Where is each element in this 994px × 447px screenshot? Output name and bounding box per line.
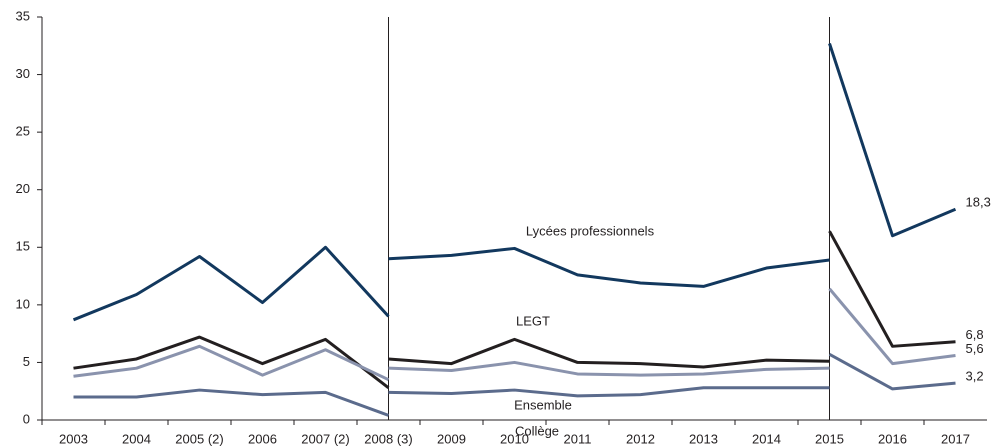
y-tick-label: 10 [16, 296, 30, 311]
y-tick-label: 30 [16, 66, 30, 81]
series-label: Lycées professionnels [526, 223, 655, 238]
series-line [828, 287, 956, 366]
series-line [73, 388, 390, 417]
x-tick-label: 2004 [122, 431, 151, 446]
x-tick-label: 2016 [878, 431, 907, 446]
x-tick-label: 2007 (2) [301, 431, 349, 446]
series-line [388, 337, 830, 369]
series-line [828, 230, 956, 348]
y-tick-label: 35 [16, 8, 30, 23]
x-tick-label: 2011 [564, 431, 592, 446]
x-tick-label: 2003 [59, 431, 88, 446]
end-label: 18,3 [966, 195, 991, 210]
series-line [73, 344, 390, 382]
x-tick-label: 2009 [437, 431, 466, 446]
y-tick-label: 0 [23, 411, 30, 426]
y-tick-label: 25 [16, 124, 30, 139]
series-label: LEGT [516, 313, 550, 328]
x-tick-label: 2015 [815, 431, 844, 446]
series-line [828, 353, 956, 391]
x-tick-label: 2008 (3) [364, 431, 412, 446]
end-label: 6,8 [966, 327, 984, 342]
x-tick-label: 2010 [500, 431, 529, 446]
x-tick-label: 2012 [626, 431, 655, 446]
series-line [388, 386, 830, 398]
x-tick-label: 2013 [689, 431, 718, 446]
y-tick-label: 20 [16, 181, 30, 196]
x-tick-label: 2017 [941, 431, 970, 446]
series-line [388, 246, 830, 288]
y-tick-label: 5 [23, 354, 30, 369]
x-tick-label: 2006 [248, 431, 277, 446]
x-tick-label: 2014 [752, 431, 781, 446]
end-label: 3,2 [966, 369, 984, 384]
x-tick-label: 2005 (2) [175, 431, 223, 446]
y-tick-label: 15 [16, 239, 30, 254]
end-label: 5,6 [966, 341, 984, 356]
series-label: Ensemble [514, 397, 572, 412]
series-label: Collège [515, 423, 559, 438]
series-line [828, 43, 957, 238]
series-line [388, 360, 830, 377]
series-line [72, 245, 390, 322]
series-line [73, 335, 390, 389]
